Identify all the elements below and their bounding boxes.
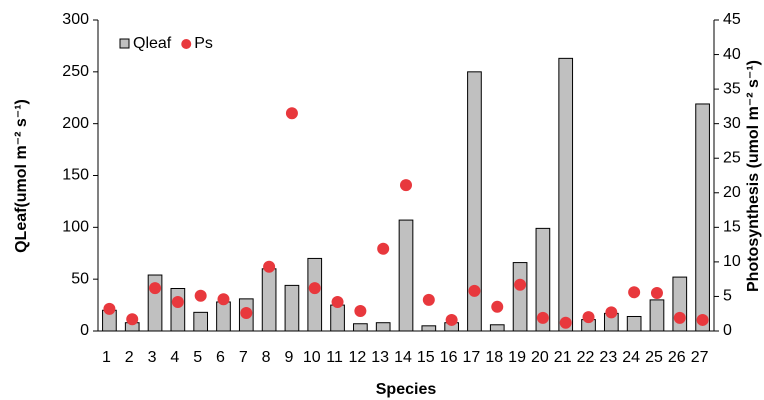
point: [696, 313, 709, 326]
legend-swatch: [181, 39, 192, 49]
y-tick-label: 50: [71, 270, 89, 287]
point: [559, 316, 572, 329]
point: [514, 278, 527, 291]
x-tick-label: 4: [170, 349, 179, 366]
y-tick-label: 150: [62, 167, 89, 184]
bar: [467, 71, 482, 332]
y-tick-label: 0: [80, 322, 89, 339]
point: [331, 295, 344, 308]
x-tick-label: 18: [485, 349, 503, 366]
point: [582, 311, 595, 324]
x-tick-label: 5: [193, 349, 202, 366]
point: [605, 306, 618, 319]
point: [285, 107, 298, 120]
y2-tick-label: 5: [723, 288, 732, 305]
point: [400, 179, 412, 192]
x-tick-label: 1: [102, 349, 111, 366]
bar: [353, 323, 368, 332]
x-tick-label: 15: [417, 349, 435, 366]
y2-tick-label: 45: [723, 11, 741, 28]
point: [354, 304, 367, 317]
x-tick-label: 23: [599, 349, 617, 366]
bar: [170, 287, 186, 332]
y2-tick-label: 0: [723, 322, 732, 339]
y-tick-label: 100: [62, 219, 89, 236]
bar: [695, 103, 710, 332]
y-axis-title: QLeaf(umol m⁻² s⁻¹): [13, 99, 30, 253]
x-tick-label: 7: [239, 349, 248, 366]
x-tick-label: 11: [326, 349, 343, 366]
point: [628, 286, 641, 299]
y-tick-label: 300: [62, 11, 89, 28]
point: [103, 302, 116, 315]
bar: [626, 315, 642, 332]
x-tick-label: 19: [508, 349, 526, 366]
bar: [284, 284, 300, 332]
x-tick-label: 24: [622, 349, 640, 366]
legend-label: Qleaf: [133, 35, 172, 52]
x-axis-title: Species: [376, 381, 437, 398]
bar: [535, 227, 551, 332]
bar: [330, 304, 345, 332]
y2-tick-label: 10: [723, 253, 741, 270]
bar: [649, 299, 665, 332]
point: [240, 307, 253, 320]
x-tick-label: 2: [125, 349, 134, 366]
point: [491, 300, 504, 313]
legend-label: Ps: [194, 35, 213, 52]
x-tick-label: 22: [577, 349, 595, 366]
bar: [512, 262, 528, 332]
bar: [558, 57, 574, 332]
point: [536, 311, 549, 324]
x-tick-label: 17: [463, 349, 481, 366]
point: [194, 289, 207, 302]
bar: [216, 301, 231, 332]
point: [650, 286, 663, 299]
point: [308, 282, 321, 295]
x-tick-label: 25: [645, 349, 663, 366]
y2-tick-label: 25: [723, 149, 741, 166]
x-tick-label: 6: [216, 349, 225, 366]
y2-tick-label: 15: [723, 219, 741, 236]
y2-tick-label: 40: [723, 46, 741, 63]
point: [468, 284, 481, 297]
point: [171, 295, 184, 308]
bar: [489, 324, 505, 332]
point: [422, 293, 435, 306]
y2-tick-label: 20: [723, 184, 741, 201]
point: [149, 282, 162, 295]
x-tick-label: 12: [348, 349, 366, 366]
y2-tick-label: 30: [723, 115, 741, 132]
point: [263, 260, 276, 273]
point: [377, 242, 390, 255]
x-tick-label: 26: [668, 349, 686, 366]
point: [126, 313, 139, 326]
y2-tick-label: 35: [723, 80, 741, 97]
bar: [421, 325, 437, 332]
point: [445, 313, 458, 326]
bar: [398, 219, 414, 332]
x-tick-label: 20: [531, 349, 549, 366]
bar: [375, 322, 391, 332]
legend-swatch: [119, 38, 130, 49]
bar: [193, 311, 209, 332]
x-tick-label: 10: [303, 349, 321, 366]
x-tick-label: 27: [691, 349, 709, 366]
y2-axis-title: Photosynthesis (umol m⁻² s⁻¹): [745, 60, 762, 292]
x-tick-label: 21: [554, 349, 572, 366]
x-tick-label: 14: [394, 349, 412, 366]
x-tick-label: 3: [148, 349, 157, 366]
bar: [307, 257, 323, 332]
x-tick-label: 9: [284, 349, 293, 366]
x-tick-label: 16: [440, 349, 458, 366]
x-tick-label: 13: [371, 349, 389, 366]
bar: [261, 268, 277, 332]
x-tick-label: 8: [262, 349, 271, 366]
point: [673, 311, 686, 324]
y-tick-label: 200: [62, 115, 89, 132]
y-tick-label: 250: [62, 63, 89, 80]
point: [217, 293, 230, 306]
